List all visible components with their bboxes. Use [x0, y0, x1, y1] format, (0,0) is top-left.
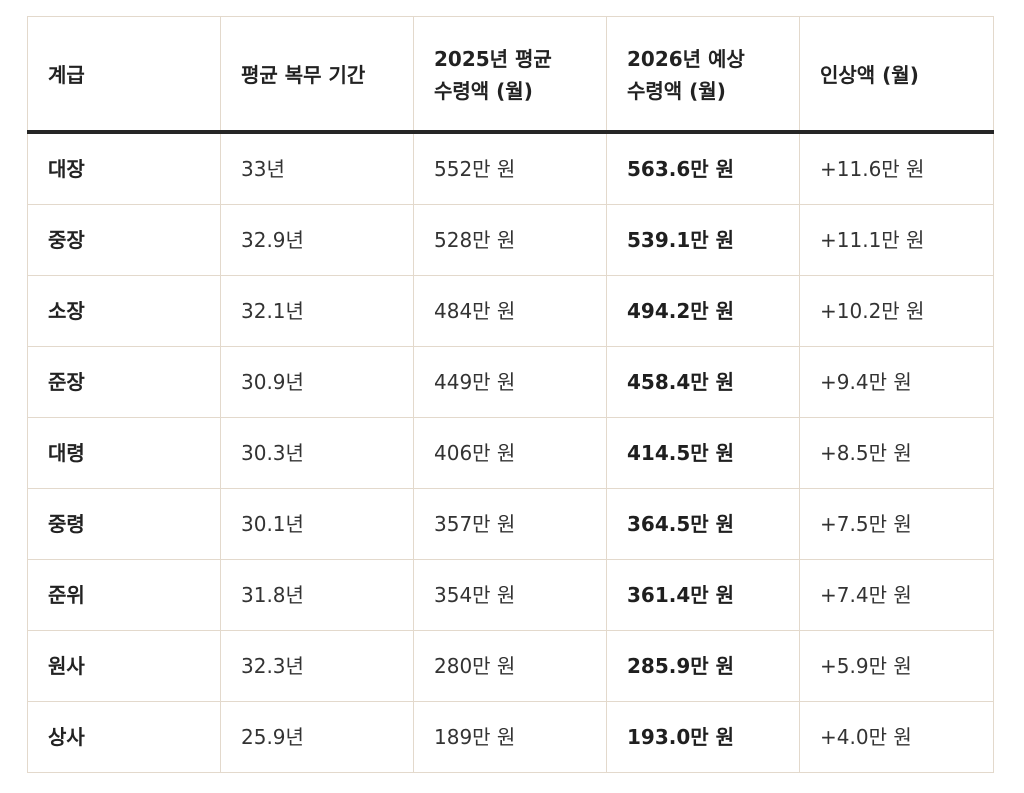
service-period-cell: 33년	[220, 131, 414, 205]
table-row: 중장 32.9년 528만 원 539.1만 원 +11.1만 원	[27, 204, 994, 276]
table-row: 상사 25.9년 189만 원 193.0만 원 +4.0만 원	[27, 701, 994, 773]
service-period-cell: 32.1년	[220, 275, 414, 347]
increase-cell: +9.4만 원	[799, 346, 994, 418]
table-row: 중령 30.1년 357만 원 364.5만 원 +7.5만 원	[27, 488, 994, 560]
amount-2026-cell: 364.5만 원	[606, 488, 800, 560]
table-header: 계급 평균 복무 기간 2025년 평균 수령액 (월) 2026년 예상 수령…	[27, 16, 994, 134]
table-row: 준장 30.9년 449만 원 458.4만 원 +9.4만 원	[27, 346, 994, 418]
increase-cell: +5.9만 원	[799, 630, 994, 702]
service-period-cell: 32.9년	[220, 204, 414, 276]
table-row: 준위 31.8년 354만 원 361.4만 원 +7.4만 원	[27, 559, 994, 631]
header-increase: 인상액 (월)	[799, 16, 994, 134]
increase-cell: +7.5만 원	[799, 488, 994, 560]
rank-cell: 대령	[27, 417, 221, 489]
amount-2026-cell: 563.6만 원	[606, 131, 800, 205]
amount-2026-cell: 285.9만 원	[606, 630, 800, 702]
header-rank: 계급	[27, 16, 221, 134]
table-row: 대령 30.3년 406만 원 414.5만 원 +8.5만 원	[27, 417, 994, 489]
service-period-cell: 30.9년	[220, 346, 414, 418]
amount-2025-cell: 552만 원	[413, 131, 607, 205]
rank-cell: 상사	[27, 701, 221, 773]
table-row: 원사 32.3년 280만 원 285.9만 원 +5.9만 원	[27, 630, 994, 702]
increase-cell: +10.2만 원	[799, 275, 994, 347]
amount-2025-cell: 189만 원	[413, 701, 607, 773]
amount-2026-cell: 193.0만 원	[606, 701, 800, 773]
amount-2025-cell: 280만 원	[413, 630, 607, 702]
rank-cell: 중장	[27, 204, 221, 276]
header-service-period: 평균 복무 기간	[220, 16, 414, 134]
increase-cell: +11.6만 원	[799, 131, 994, 205]
amount-2025-cell: 449만 원	[413, 346, 607, 418]
header-row: 계급 평균 복무 기간 2025년 평균 수령액 (월) 2026년 예상 수령…	[27, 16, 994, 134]
amount-2025-cell: 357만 원	[413, 488, 607, 560]
rank-cell: 소장	[27, 275, 221, 347]
service-period-cell: 25.9년	[220, 701, 414, 773]
amount-2025-cell: 528만 원	[413, 204, 607, 276]
rank-cell: 준장	[27, 346, 221, 418]
table-row: 소장 32.1년 484만 원 494.2만 원 +10.2만 원	[27, 275, 994, 347]
rank-cell: 중령	[27, 488, 221, 560]
pension-table: 계급 평균 복무 기간 2025년 평균 수령액 (월) 2026년 예상 수령…	[27, 16, 994, 773]
table-body: 대장 33년 552만 원 563.6만 원 +11.6만 원 중장 32.9년 528만 원…	[27, 131, 994, 773]
amount-2025-cell: 484만 원	[413, 275, 607, 347]
amount-2026-cell: 539.1만 원	[606, 204, 800, 276]
amount-2026-cell: 494.2만 원	[606, 275, 800, 347]
service-period-cell: 32.3년	[220, 630, 414, 702]
amount-2026-cell: 361.4만 원	[606, 559, 800, 631]
header-2026-amount: 2026년 예상 수령액 (월)	[606, 16, 800, 134]
amount-2025-cell: 354만 원	[413, 559, 607, 631]
increase-cell: +7.4만 원	[799, 559, 994, 631]
rank-cell: 대장	[27, 131, 221, 205]
header-2025-amount: 2025년 평균 수령액 (월)	[413, 16, 607, 134]
table-row: 대장 33년 552만 원 563.6만 원 +11.6만 원	[27, 131, 994, 205]
rank-cell: 원사	[27, 630, 221, 702]
service-period-cell: 30.3년	[220, 417, 414, 489]
increase-cell: +8.5만 원	[799, 417, 994, 489]
increase-cell: +4.0만 원	[799, 701, 994, 773]
amount-2025-cell: 406만 원	[413, 417, 607, 489]
increase-cell: +11.1만 원	[799, 204, 994, 276]
amount-2026-cell: 414.5만 원	[606, 417, 800, 489]
service-period-cell: 30.1년	[220, 488, 414, 560]
service-period-cell: 31.8년	[220, 559, 414, 631]
amount-2026-cell: 458.4만 원	[606, 346, 800, 418]
rank-cell: 준위	[27, 559, 221, 631]
